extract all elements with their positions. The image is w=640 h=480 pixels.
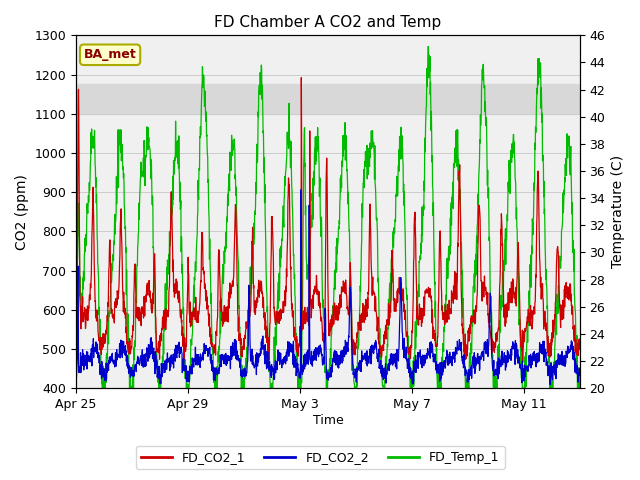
FD_CO2_2 [507,346,515,352]
FD_Temp_1 [507,149,515,155]
FD_CO2_1 [102,327,109,333]
FD_CO2_1 [296,338,304,344]
FD_CO2_2 [576,367,584,373]
FD_CO2_2 [396,296,404,301]
FD_Temp_1 [289,207,296,213]
Legend: FD_CO2_1, FD_CO2_2, FD_Temp_1: FD_CO2_1, FD_CO2_2, FD_Temp_1 [136,446,504,469]
Y-axis label: Temperature (C): Temperature (C) [611,155,625,268]
Text: BA_met: BA_met [84,48,136,61]
FD_CO2_2 [72,367,80,372]
FD_CO2_1 [519,359,527,365]
FD_Temp_1 [576,376,584,382]
FD_Temp_1 [72,377,80,383]
FD_CO2_1 [507,293,515,299]
FD_Temp_1 [297,385,305,391]
FD_CO2_1 [396,292,404,298]
FD_CO2_1 [72,338,80,344]
FD_Temp_1 [102,360,110,366]
Line: FD_CO2_2: FD_CO2_2 [76,190,580,384]
Bar [76,84,580,114]
FD_CO2_2 [289,349,296,355]
Y-axis label: CO2 (ppm): CO2 (ppm) [15,174,29,250]
FD_Temp_1 [396,153,404,158]
FD_CO2_2 [296,363,304,369]
FD_CO2_1 [298,75,305,81]
FD_CO2_1 [289,312,296,318]
FD_Temp_1 [424,44,432,49]
Line: FD_Temp_1: FD_Temp_1 [76,47,580,388]
FD_CO2_2 [297,187,305,193]
X-axis label: Time: Time [312,414,344,427]
Title: FD Chamber A CO2 and Temp: FD Chamber A CO2 and Temp [214,15,442,30]
FD_CO2_1 [340,288,348,294]
FD_CO2_2 [340,354,348,360]
FD_CO2_2 [547,382,554,387]
FD_Temp_1 [99,385,106,391]
FD_CO2_2 [102,378,109,384]
FD_Temp_1 [340,135,348,141]
Line: FD_CO2_1: FD_CO2_1 [76,78,580,362]
FD_CO2_1 [576,347,584,352]
